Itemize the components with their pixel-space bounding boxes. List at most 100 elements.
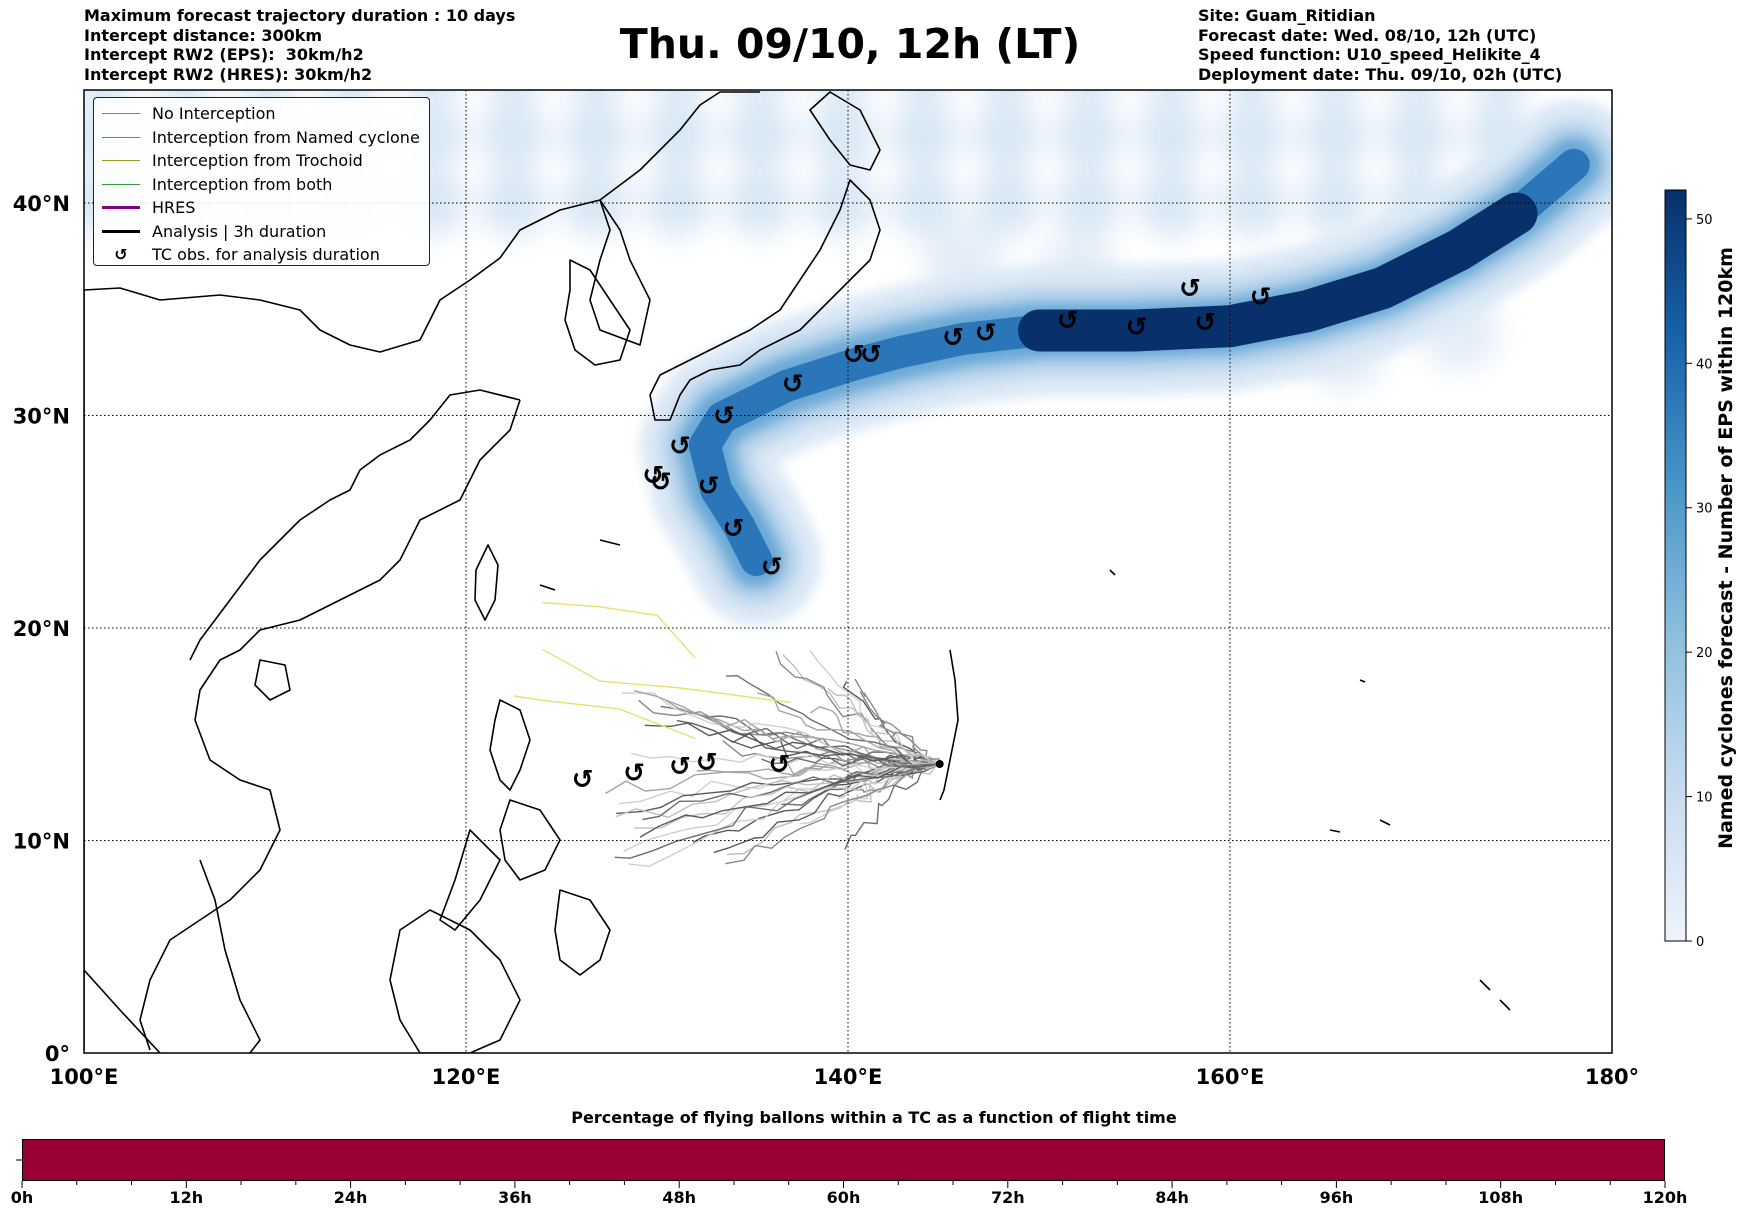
tc-obs-icon: ↺ [723,514,745,544]
density-blob [972,169,1041,237]
legend-swatch [102,183,140,185]
header-line: Intercept RW2 (HRES): 30km/h2 [84,64,373,84]
flight-time-tick-label: 84h [1155,1188,1189,1207]
density-blob [726,101,795,169]
density-blob [1136,169,1205,237]
tc-obs-icon: ↺ [761,552,783,582]
tc-obs-icon: ↺ [669,752,691,782]
flight-time-bar [22,1139,1665,1181]
y-tick-label: 30°N [13,405,70,429]
y-axis-ticks: 0° 10°N 20°N 30°N 40°N [13,192,70,1066]
x-tick-label: 120°E [432,1065,501,1089]
trajectory-line [775,651,940,765]
tc-obs-icon: ↺ [713,402,735,432]
legend-label: HRES [152,198,196,218]
density-blob [1474,90,1525,101]
colorbar: 0 10 20 30 40 50 [1664,189,1713,950]
tc-obs-icon: ↺ [698,472,720,502]
gridlines [84,90,1612,1053]
density-blob [479,169,548,237]
density-blob [1136,101,1205,169]
trajectory-line-highlight [542,648,791,704]
colorbar-label: Named cyclones forecast - Number of EPS … [1715,247,1737,849]
density-blob [1383,101,1452,169]
flight-time-tick-label: 12h [169,1188,203,1207]
flight-time-tick-label: 36h [498,1188,532,1207]
header-line: Forecast date: Wed. 08/10, 12h (UTC) [1198,25,1537,45]
legend: No Interception Interception from Named c… [93,97,430,266]
trajectory-line [638,699,940,770]
flight-time-tick-label: 96h [1320,1188,1354,1207]
density-blob [1218,101,1287,169]
tc-obs-icon: ↺ [1250,283,1272,313]
legend-label: Analysis | 3h duration [152,221,327,241]
trajectory-line-highlight [513,695,696,740]
cyclone-icon: ↺ [114,245,128,265]
legend-label: No Interception [152,104,276,124]
site-marker-guam [935,760,944,768]
trajectory-line [639,763,940,838]
density-blob [1063,90,1114,101]
density-blob [981,90,1032,101]
tc-obs-icon: ↺ [1126,312,1148,342]
legend-item: Interception from Named cyclone [102,126,421,150]
legend-item: ↺ TC obs. for analysis duration [102,243,421,267]
density-blob [899,90,950,101]
tc-obs-icon: ↺ [696,748,718,778]
density-blob [570,90,621,101]
colorbar-tick-label: 0 [1696,935,1704,950]
legend-swatch [102,206,140,210]
flight-time-tick-label: 0h [11,1188,34,1207]
tc-obs-icon: ↺ [623,759,645,789]
density-blob [1310,90,1361,101]
header-left: Maximum forecast trajectory duration : 1… [84,6,515,84]
trajectory-line [616,760,940,815]
y-tick-label: 40°N [13,192,70,216]
trajectory-line [757,692,941,765]
tc-obs-icon: ↺ [1194,308,1216,338]
tc-obs-icon: ↺ [1179,274,1201,304]
density-blob [1301,169,1370,237]
tc-obs-icon: ↺ [1057,306,1079,336]
density-blob [1227,90,1278,101]
legend-swatch [102,136,140,138]
colorbar-tick-label: 20 [1696,646,1713,661]
density-blob [1145,90,1196,101]
colorbar-tick-label: 10 [1696,791,1713,806]
trajectory-line [621,692,940,765]
header-line: Maximum forecast trajectory duration : 1… [84,6,516,25]
header-line: Site: Guam_Ritidian [1198,6,1376,25]
flight-time-tick-label: 108h [1478,1188,1523,1207]
density-blob [735,90,786,101]
colorbar-tick-label: 50 [1696,213,1713,228]
density-blob [652,90,704,101]
x-tick-label: 160°E [1196,1065,1265,1089]
y-tick-label: 10°N [13,830,70,854]
x-axis-ticks: 100°E 120°E 140°E 160°E 180° [50,1065,1640,1089]
density-blob [406,90,457,101]
density-blob [84,90,129,101]
legend-swatch [102,229,140,233]
trajectory-line [696,758,940,777]
tc-obs-icon: ↺ [975,319,997,349]
legend-swatch [102,113,140,115]
y-tick-label: 0° [45,1042,70,1066]
map-title: Thu. 09/10, 12h (LT) [619,20,1081,68]
eps-trajectories [513,601,941,868]
density-blob [1054,101,1123,169]
legend-label: TC obs. for analysis duration [152,245,380,265]
trajectory-line [859,691,941,765]
tc-obs-icon: ↺ [942,323,964,353]
density-blob [644,101,713,169]
density-blob [890,101,959,169]
density-blob [324,90,375,101]
legend-item: No Interception [102,102,421,126]
tc-obs-icon: ↺ [572,765,594,795]
tc-obs-icon: ↺ [860,340,882,370]
legend-swatch [102,160,140,162]
flight-time-tick-label: 72h [991,1188,1025,1207]
legend-item: Interception from both [102,173,421,197]
trajectory-line [761,754,940,768]
trajectory-line-highlight [542,601,696,659]
